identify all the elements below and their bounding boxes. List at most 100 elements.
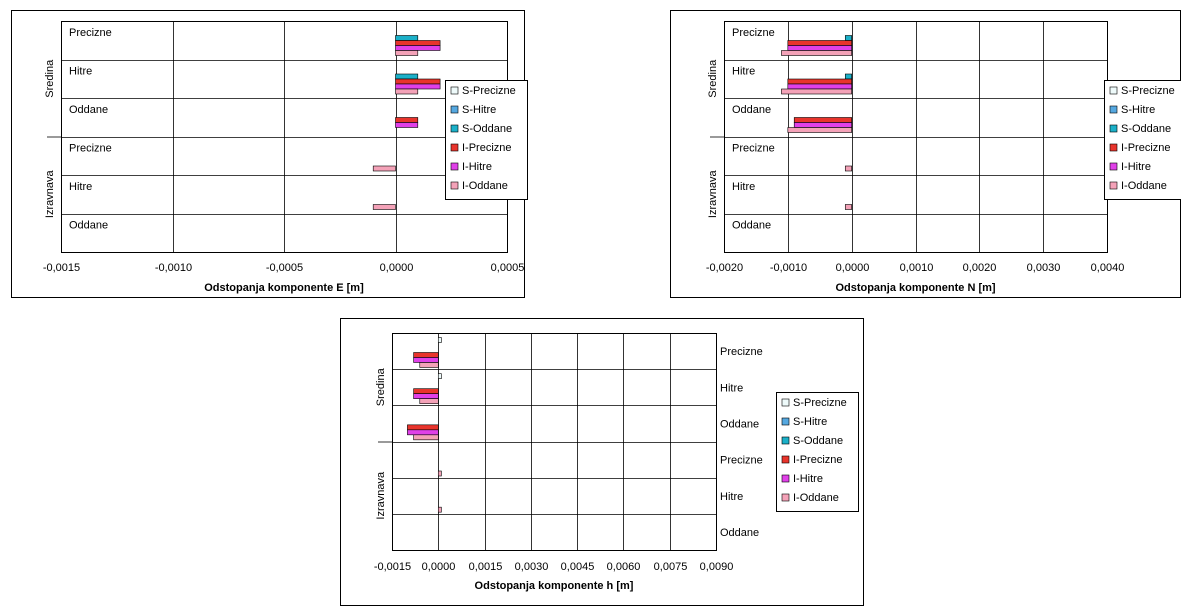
category-label: Oddane bbox=[732, 220, 771, 232]
x-axis-label: Odstopanja komponente N [m] bbox=[835, 282, 995, 294]
category-label: Oddane bbox=[732, 104, 771, 116]
plot-area bbox=[724, 21, 1108, 253]
x-tick-label: -0,0020 bbox=[706, 262, 743, 274]
x-tick-label: -0,0005 bbox=[266, 262, 303, 274]
category-label: Precizne bbox=[720, 455, 763, 467]
x-tick-label: -0,0015 bbox=[374, 561, 411, 573]
bar bbox=[437, 373, 442, 379]
chart-1: -0,0015 -0,0010 -0,0005 0,0000 0,0005 Precizn… bbox=[11, 10, 528, 298]
bar bbox=[395, 50, 419, 56]
category-label: Hitre bbox=[69, 181, 92, 193]
legend-label: I-Oddane bbox=[793, 492, 839, 504]
bar bbox=[395, 45, 441, 51]
bar bbox=[781, 88, 852, 95]
bar bbox=[413, 352, 439, 358]
legend-swatch bbox=[450, 124, 459, 133]
plot-area bbox=[392, 333, 717, 551]
legend-label: S-Hitre bbox=[1121, 104, 1155, 116]
category-label: Hitre bbox=[732, 66, 755, 78]
x-tick-label: 0,0030 bbox=[515, 561, 549, 573]
bar bbox=[395, 88, 419, 95]
legend-swatch bbox=[781, 493, 790, 502]
legend-swatch bbox=[781, 436, 790, 445]
bar bbox=[844, 73, 852, 80]
bar bbox=[395, 122, 419, 128]
legend-swatch bbox=[450, 143, 459, 152]
legend-swatch bbox=[781, 474, 790, 483]
legend-swatch bbox=[1109, 181, 1118, 190]
x-tick-label: -0,0010 bbox=[155, 262, 192, 274]
bar bbox=[787, 78, 852, 85]
legend-swatch bbox=[450, 181, 459, 190]
category-label: Oddane bbox=[69, 220, 108, 232]
legend-label: S-Oddane bbox=[462, 123, 512, 135]
bar bbox=[419, 398, 439, 404]
legend-label: S-Precizne bbox=[793, 397, 847, 409]
bar bbox=[395, 73, 419, 80]
category-label: Oddane bbox=[69, 104, 108, 116]
legend-label: I-Hitre bbox=[462, 161, 492, 173]
x-tick-label: 0,0000 bbox=[422, 561, 456, 573]
legend-swatch bbox=[1109, 86, 1118, 95]
x-tick-label: -0,0015 bbox=[43, 262, 80, 274]
chart-3: -0,0015 0,0000 0,0015 0,0030 0,0045 0,0060 0,0… bbox=[340, 318, 864, 606]
bar bbox=[372, 165, 396, 172]
legend-label: I-Oddane bbox=[1121, 180, 1167, 192]
bar bbox=[787, 83, 852, 90]
legend-label: I-Precizne bbox=[462, 142, 512, 154]
category-label: Hitre bbox=[720, 491, 743, 503]
group-label: Izravnava bbox=[44, 170, 56, 219]
legend-box bbox=[776, 392, 859, 512]
x-axis-label: Odstopanja komponente E [m] bbox=[204, 282, 364, 294]
legend-label: S-Precizne bbox=[462, 85, 516, 97]
bar bbox=[844, 35, 852, 41]
bar bbox=[395, 83, 441, 90]
bar bbox=[787, 40, 852, 46]
category-label: Oddane bbox=[720, 527, 759, 539]
x-tick-label: 0,0090 bbox=[700, 561, 734, 573]
bar bbox=[787, 127, 852, 133]
group-label: Izravnava bbox=[375, 471, 387, 520]
group-label: Sredina bbox=[707, 59, 719, 98]
bar bbox=[395, 40, 441, 46]
legend-label: I-Precizne bbox=[793, 454, 843, 466]
category-label: Precizne bbox=[69, 27, 112, 39]
bar bbox=[437, 506, 442, 513]
legend-swatch bbox=[1109, 162, 1118, 171]
group-label: Sredina bbox=[44, 59, 56, 98]
bar bbox=[781, 50, 852, 56]
category-label: Precizne bbox=[732, 27, 775, 39]
legend-box bbox=[445, 80, 528, 200]
bar bbox=[407, 429, 439, 436]
bar bbox=[437, 337, 442, 343]
bar bbox=[793, 122, 852, 128]
bar bbox=[395, 35, 419, 41]
x-tick-label: 0,0000 bbox=[380, 262, 414, 274]
legend-label: S-Hitre bbox=[462, 104, 496, 116]
bar bbox=[844, 165, 852, 172]
category-label: Oddane bbox=[720, 418, 759, 430]
legend-label: I-Oddane bbox=[462, 180, 508, 192]
legend-swatch bbox=[781, 417, 790, 426]
category-label: Hitre bbox=[732, 181, 755, 193]
bar bbox=[437, 470, 442, 477]
legend-swatch bbox=[781, 398, 790, 407]
category-label: Precizne bbox=[720, 346, 763, 358]
bar bbox=[413, 434, 439, 441]
x-tick-label: 0,0000 bbox=[836, 262, 870, 274]
legend-swatch bbox=[781, 455, 790, 464]
legend-swatch bbox=[450, 105, 459, 114]
legend-label: S-Oddane bbox=[1121, 123, 1171, 135]
bar bbox=[419, 362, 439, 368]
bar bbox=[844, 204, 852, 210]
legend-label: I-Precizne bbox=[1121, 142, 1171, 154]
legend-swatch bbox=[450, 86, 459, 95]
bar bbox=[395, 117, 419, 123]
x-tick-label: 0,0045 bbox=[561, 561, 595, 573]
x-tick-label: 0,0010 bbox=[900, 262, 934, 274]
x-tick-label: 0,0040 bbox=[1091, 262, 1125, 274]
x-tick-label: 0,0005 bbox=[491, 262, 525, 274]
category-label: Hitre bbox=[720, 382, 743, 394]
x-axis-label: Odstopanja komponente h [m] bbox=[475, 580, 634, 592]
